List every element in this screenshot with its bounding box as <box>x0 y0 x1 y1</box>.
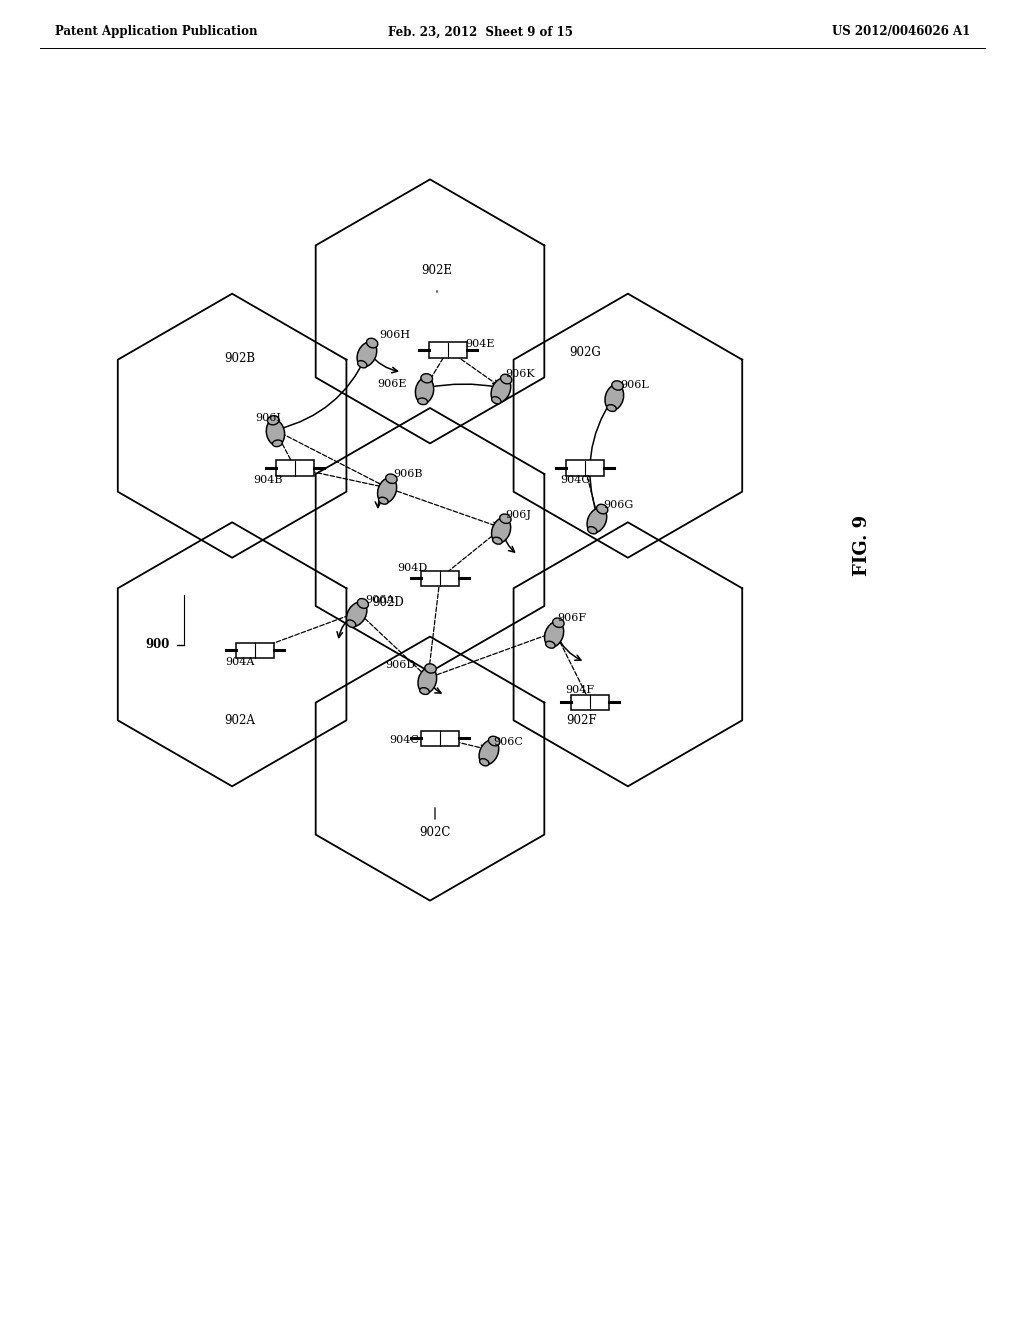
Text: 906C: 906C <box>494 737 523 747</box>
Text: 902D: 902D <box>372 595 403 609</box>
Ellipse shape <box>488 737 500 746</box>
Ellipse shape <box>379 498 388 504</box>
Ellipse shape <box>500 513 511 524</box>
Text: 906H: 906H <box>380 330 411 341</box>
Ellipse shape <box>357 360 367 368</box>
Ellipse shape <box>418 668 436 693</box>
Text: 902E: 902E <box>422 264 453 276</box>
Ellipse shape <box>421 374 432 383</box>
Text: 906A: 906A <box>366 595 394 605</box>
Text: 904A: 904A <box>225 657 255 667</box>
Ellipse shape <box>553 618 564 627</box>
Text: 902G: 902G <box>569 346 601 359</box>
Text: 904F: 904F <box>565 685 595 696</box>
Ellipse shape <box>346 602 367 627</box>
Text: 906B: 906B <box>393 469 423 479</box>
Ellipse shape <box>425 664 436 673</box>
Ellipse shape <box>546 642 555 648</box>
Text: 904B: 904B <box>253 475 283 484</box>
Ellipse shape <box>493 537 502 544</box>
Bar <box>421 730 459 746</box>
Text: 906I: 906I <box>255 413 281 422</box>
Text: 902A: 902A <box>224 714 255 726</box>
Ellipse shape <box>266 420 285 445</box>
Text: 904C: 904C <box>389 735 419 744</box>
Text: 904E: 904E <box>465 339 495 348</box>
Ellipse shape <box>479 759 489 766</box>
Text: 902C: 902C <box>419 825 451 838</box>
Ellipse shape <box>378 478 396 503</box>
Ellipse shape <box>418 399 428 405</box>
Text: Patent Application Publication: Patent Application Publication <box>55 25 257 38</box>
Ellipse shape <box>597 504 608 513</box>
Ellipse shape <box>611 380 624 391</box>
Ellipse shape <box>386 474 397 483</box>
Text: FIG. 9: FIG. 9 <box>853 515 871 576</box>
Ellipse shape <box>267 416 280 425</box>
Text: 904G: 904G <box>560 475 590 484</box>
Ellipse shape <box>420 688 429 694</box>
Bar <box>276 461 314 475</box>
Ellipse shape <box>501 375 512 384</box>
Ellipse shape <box>545 622 563 647</box>
Ellipse shape <box>416 378 434 404</box>
Ellipse shape <box>367 338 378 348</box>
Text: 906E: 906E <box>377 379 407 389</box>
Ellipse shape <box>606 405 616 412</box>
Ellipse shape <box>347 620 355 627</box>
Text: 906F: 906F <box>557 612 587 623</box>
Bar <box>571 694 609 710</box>
Text: Feb. 23, 2012  Sheet 9 of 15: Feb. 23, 2012 Sheet 9 of 15 <box>387 25 572 38</box>
Ellipse shape <box>357 598 369 609</box>
Text: 902B: 902B <box>224 351 256 364</box>
Ellipse shape <box>492 517 511 543</box>
Bar <box>236 643 274 657</box>
Text: 906G: 906G <box>603 500 633 510</box>
Ellipse shape <box>479 741 499 764</box>
Ellipse shape <box>605 384 624 411</box>
Text: 906K: 906K <box>505 370 535 379</box>
Text: 906L: 906L <box>621 380 649 389</box>
Ellipse shape <box>272 440 283 446</box>
Text: 906J: 906J <box>505 510 531 520</box>
Text: US 2012/0046026 A1: US 2012/0046026 A1 <box>831 25 970 38</box>
Bar <box>429 342 467 358</box>
Ellipse shape <box>357 342 377 367</box>
Bar <box>421 570 459 586</box>
Text: 900: 900 <box>145 639 170 652</box>
Text: 906D: 906D <box>385 660 415 671</box>
Text: 902F: 902F <box>566 714 597 726</box>
Bar <box>566 461 604 475</box>
Ellipse shape <box>492 396 501 404</box>
Text: 904D: 904D <box>397 564 427 573</box>
Ellipse shape <box>587 508 607 533</box>
Ellipse shape <box>492 378 511 403</box>
Ellipse shape <box>588 527 597 533</box>
